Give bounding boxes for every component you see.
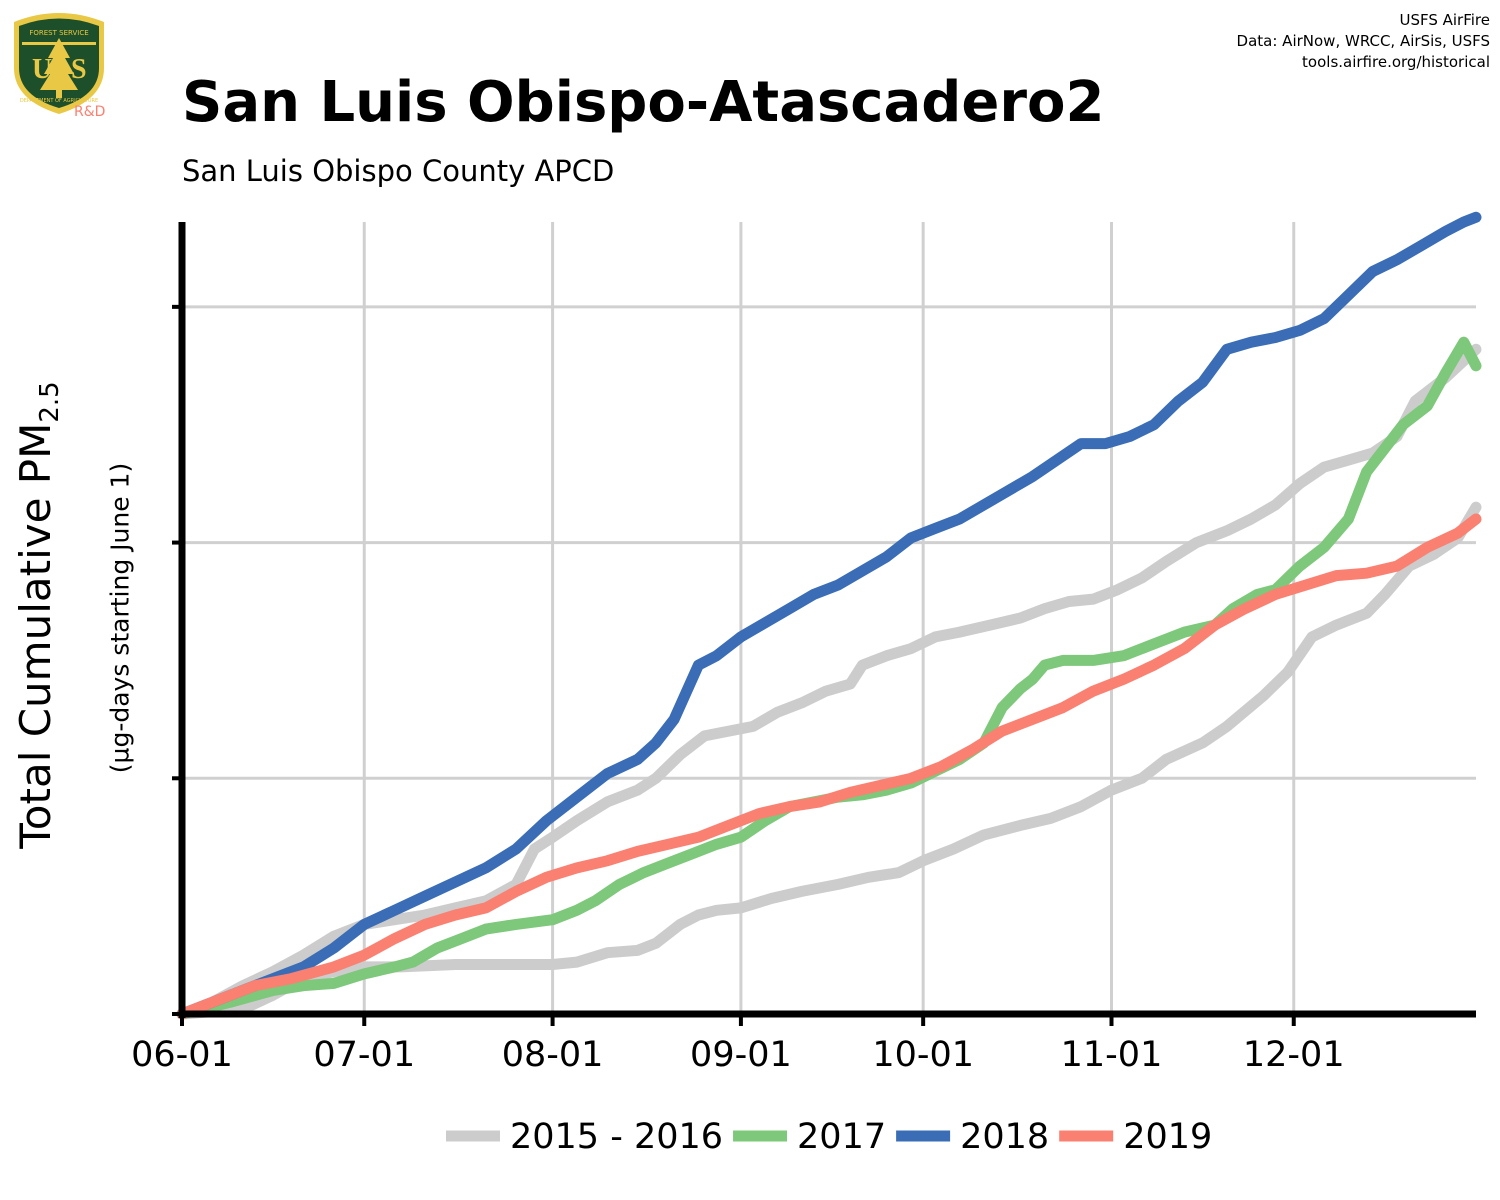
- logo-bottom-text: DEPARTMENT OF AGRICULTURE: [20, 98, 98, 104]
- logo-top-text: FOREST SERVICE: [29, 29, 88, 37]
- x-tick-label: 12-01: [1243, 1035, 1345, 1075]
- chart-subtitle: San Luis Obispo County APCD: [182, 154, 615, 188]
- svg-text:S: S: [71, 54, 87, 85]
- legend-label: 2017: [797, 1117, 886, 1157]
- credit-line: USFS AirFire: [1399, 11, 1490, 29]
- legend-label: 2015 - 2016: [510, 1117, 723, 1157]
- credit-line: tools.airfire.org/historical: [1302, 53, 1490, 71]
- series-line: [176, 343, 1482, 1020]
- svg-text:U: U: [32, 54, 52, 85]
- x-tick-label: 09-01: [690, 1035, 792, 1075]
- x-tick-label: 11-01: [1061, 1035, 1163, 1075]
- usfs-logo: U S FOREST SERVICE DEPARTMENT OF AGRICUL…: [14, 13, 105, 120]
- credits: USFS AirFire Data: AirNow, WRCC, AirSis,…: [1237, 10, 1490, 73]
- x-tick-label: 10-01: [872, 1035, 974, 1075]
- series-lines: [176, 211, 1482, 1020]
- x-tick-label: 06-01: [131, 1035, 233, 1075]
- x-tick-label: 08-01: [502, 1035, 604, 1075]
- logo-rd-text: R&D: [74, 104, 105, 120]
- legend-label: 2019: [1123, 1117, 1212, 1157]
- credit-line: Data: AirNow, WRCC, AirSis, USFS: [1236, 32, 1490, 50]
- x-tick-labels: 06-01 07-01 08-01 09-01 10-01 11-01 12-01: [131, 1035, 1344, 1075]
- series-line: [176, 211, 1482, 1020]
- series-line: [176, 513, 1482, 1020]
- legend: 2015 - 2016 2017 2018 2019: [446, 1117, 1212, 1157]
- series-line: [176, 501, 1482, 1020]
- x-tick-label: 07-01: [313, 1035, 415, 1075]
- chart-title: San Luis Obispo-Atascadero2: [182, 70, 1105, 135]
- axes: [172, 222, 1476, 1026]
- grid-lines: [182, 222, 1476, 1014]
- legend-label: 2018: [960, 1117, 1049, 1157]
